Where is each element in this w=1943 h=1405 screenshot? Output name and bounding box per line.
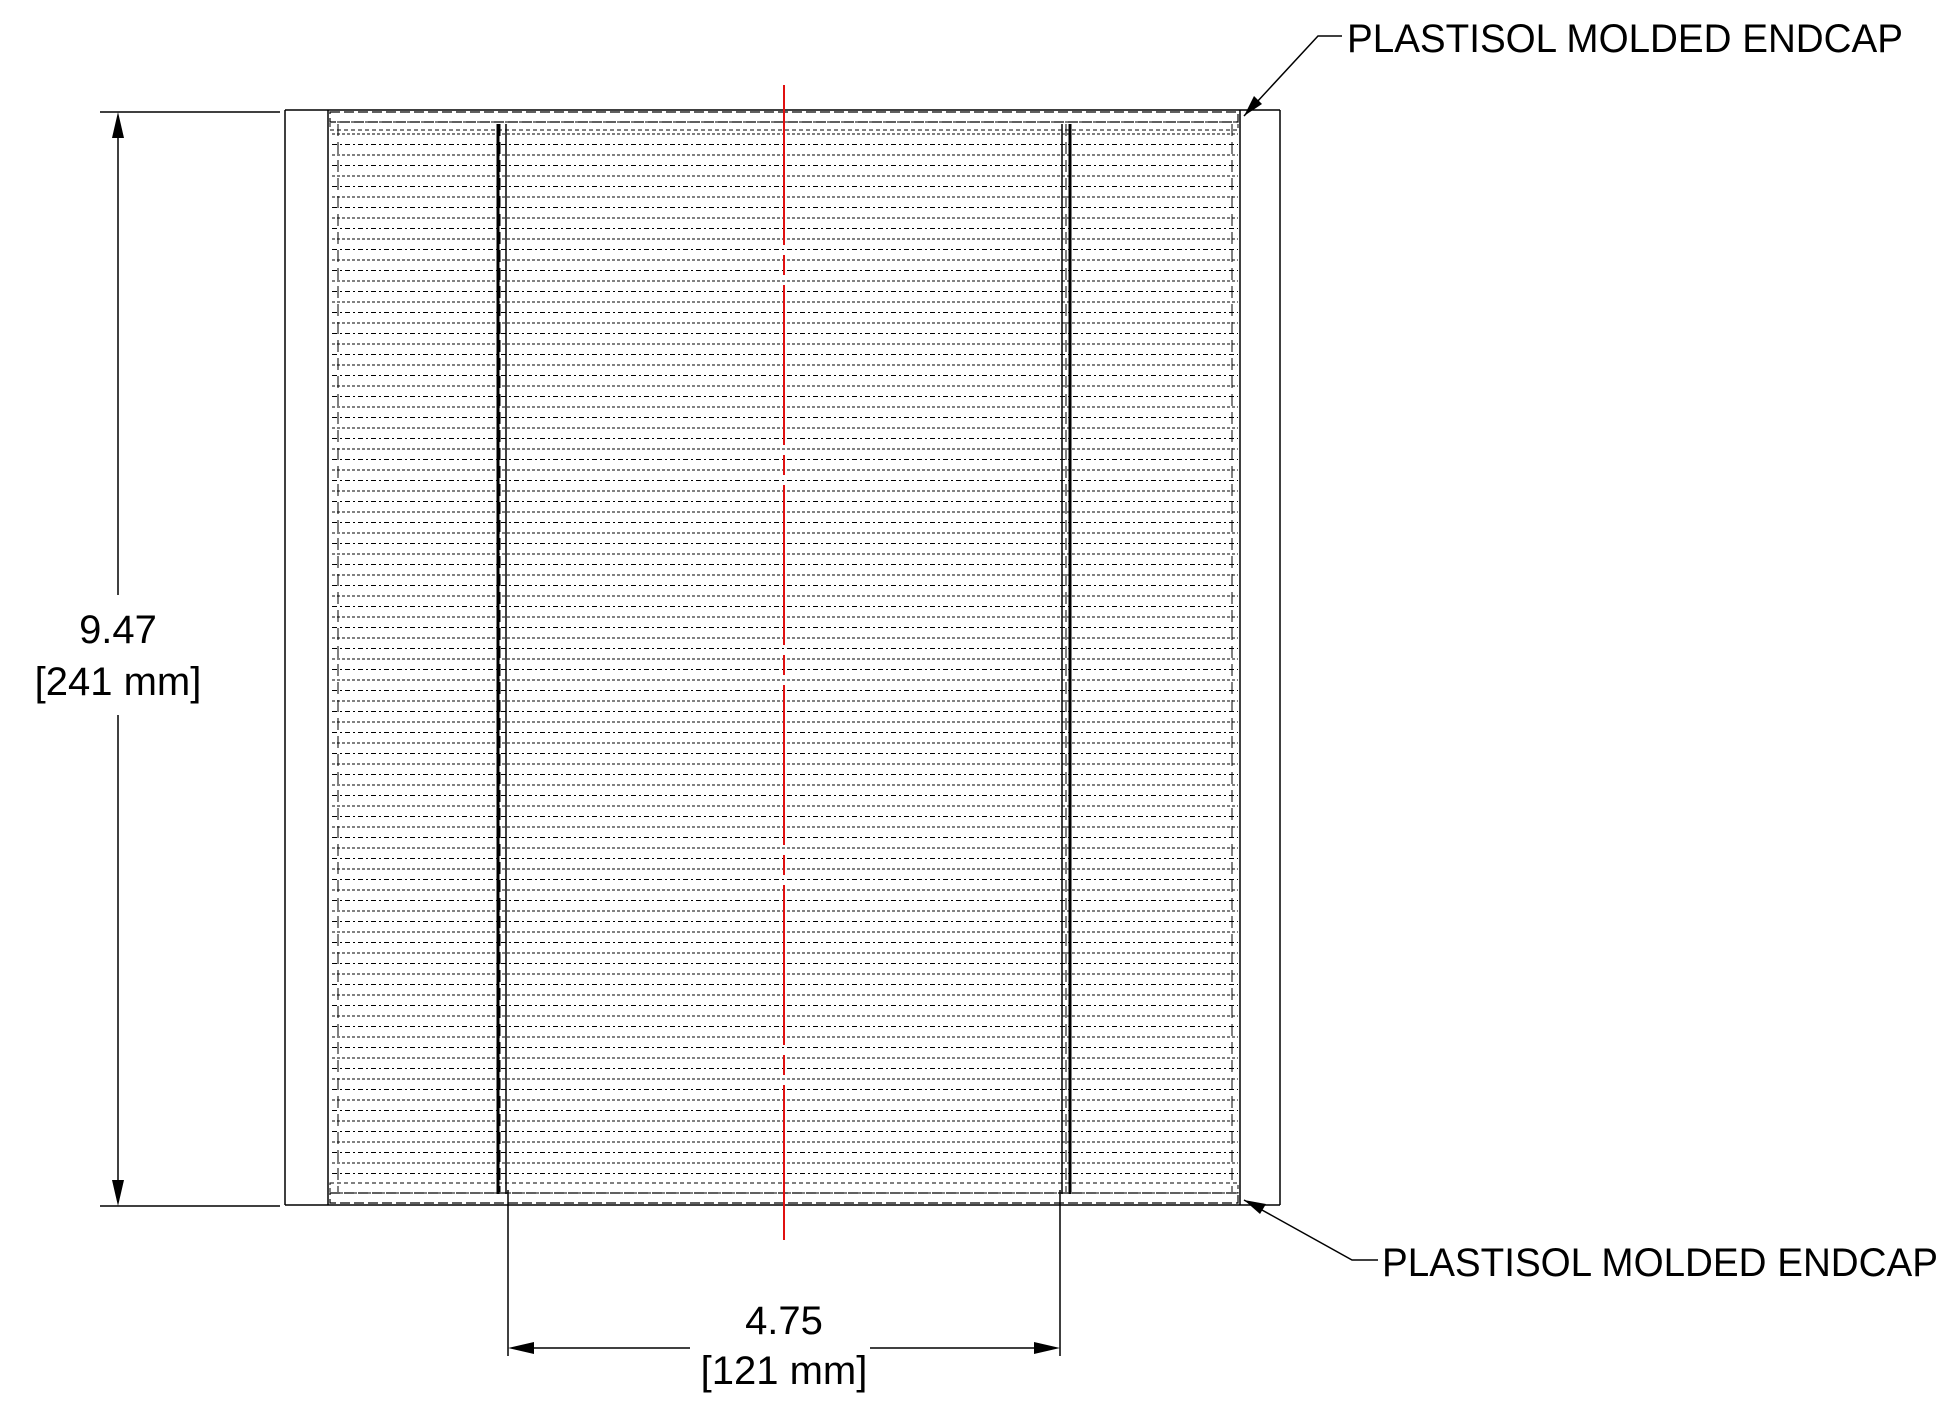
top-callout-leader xyxy=(1243,35,1342,117)
inner-width-value: 4.75 xyxy=(745,1299,823,1343)
top-endcap-callout: PLASTISOL MOLDED ENDCAP xyxy=(1347,17,1903,61)
height-metric: [241 mm] xyxy=(35,660,202,704)
inner-width-metric: [121 mm] xyxy=(701,1349,868,1393)
inner-width-dimension xyxy=(507,1190,1061,1356)
outer-housing xyxy=(284,109,1281,1206)
filter-body xyxy=(327,110,1241,1205)
height-dimension xyxy=(100,111,280,1207)
height-value: 9.47 xyxy=(79,608,157,652)
bottom-endcap-callout: PLASTISOL MOLDED ENDCAP xyxy=(1382,1241,1938,1285)
bottom-callout-leader xyxy=(1243,1199,1378,1261)
inner-core xyxy=(496,124,1072,1194)
